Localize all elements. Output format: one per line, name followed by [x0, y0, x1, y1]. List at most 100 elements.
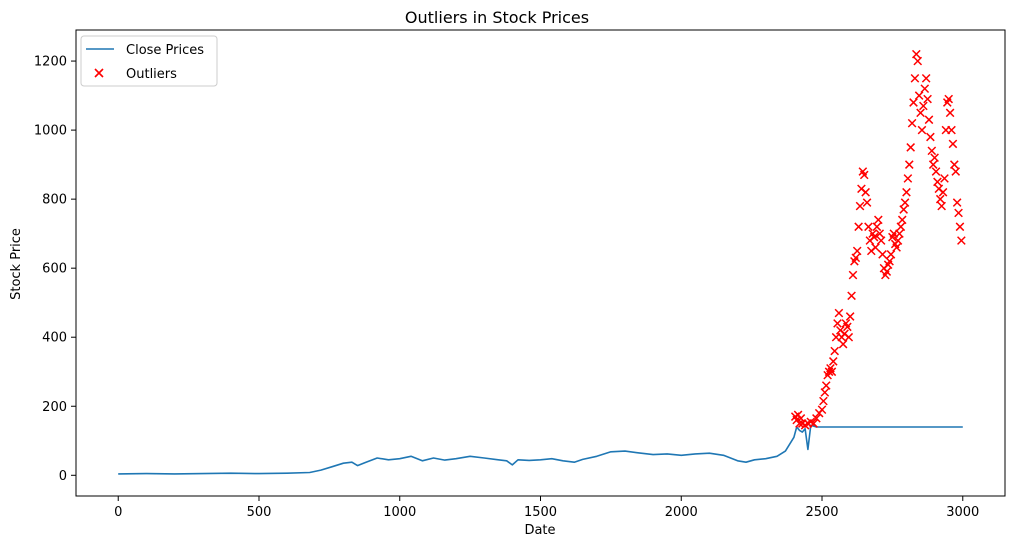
y-tick-label: 400 [42, 331, 67, 346]
outlier-point [869, 232, 879, 242]
outlier-point [859, 170, 869, 180]
y-tick-label: 600 [42, 262, 67, 277]
outlier-point [952, 198, 962, 207]
outlier-point [949, 160, 959, 169]
outlier-point [844, 332, 854, 342]
outlier-point [821, 381, 831, 390]
outlier-point [900, 198, 910, 207]
outlier-point [871, 243, 880, 252]
outlier-point [927, 146, 937, 156]
y-tick-label: 200 [42, 400, 67, 415]
outlier-point [903, 174, 913, 183]
outlier-point [819, 396, 828, 406]
outlier-point [902, 187, 911, 197]
outlier-point [910, 73, 920, 83]
outlier-point [954, 208, 963, 218]
outlier-point [933, 177, 942, 187]
outlier-point [847, 291, 856, 301]
outlier-point [851, 253, 861, 263]
outlier-point [893, 236, 903, 245]
chart-title: Outliers in Stock Prices [405, 8, 589, 27]
outlier-point [885, 256, 894, 266]
legend-marker-swatch [94, 68, 104, 78]
outlier-point [920, 84, 930, 94]
outlier-point [854, 222, 863, 232]
outlier-point [921, 73, 931, 83]
outlier-point [906, 143, 916, 152]
outlier-point [878, 250, 887, 259]
outlier-point [848, 270, 858, 280]
axes-frame [75, 29, 1006, 497]
y-tick-label: 1200 [34, 55, 67, 70]
x-tick-label: 3000 [946, 505, 979, 520]
outlier-point [892, 243, 901, 252]
outlier-point [834, 308, 844, 318]
outlier-point [909, 98, 918, 107]
outlier-point [904, 160, 914, 169]
outlier-point [886, 250, 896, 259]
outlier-point [955, 222, 965, 232]
outlier-point [897, 215, 907, 225]
series-outliers [790, 49, 966, 430]
x-axis: 0 500 1000 1500 2000 2500 3000 [114, 496, 979, 520]
x-tick-label: 2500 [805, 505, 838, 520]
outlier-point [845, 312, 855, 321]
outlier-point [917, 125, 927, 135]
outlier-point [895, 229, 904, 238]
outlier-point [911, 49, 921, 59]
outlier-point [928, 160, 938, 169]
outlier-point [896, 222, 906, 232]
outlier-point [852, 246, 862, 256]
outlier-point [872, 222, 882, 232]
outlier-point [861, 187, 870, 197]
legend-label-outliers: Outliers [126, 67, 177, 82]
outlier-point [937, 201, 946, 211]
outlier-point [931, 167, 941, 176]
outlier-point [945, 108, 955, 118]
outlier-point [833, 319, 842, 328]
outlier-point [899, 205, 908, 214]
outlier-point [882, 267, 892, 276]
legend-label-close-prices: Close Prices [126, 43, 204, 58]
outlier-point [820, 388, 830, 397]
outlier-point [876, 236, 886, 245]
outlier-point [947, 125, 956, 135]
x-axis-label: Date [524, 523, 555, 538]
x-tick-label: 2000 [665, 505, 698, 520]
outlier-point [843, 322, 852, 332]
outlier-point [875, 229, 885, 238]
outlier-point [935, 194, 945, 204]
plot-area [75, 29, 1006, 497]
outlier-point [795, 419, 804, 428]
x-tick-label: 500 [247, 505, 272, 520]
outlier-point [862, 198, 872, 207]
outlier-point [914, 91, 924, 100]
y-tick-label: 800 [42, 193, 67, 208]
outlier-point [957, 236, 966, 245]
outlier-point [930, 153, 939, 163]
outlier-point [940, 174, 949, 183]
series-line-close-prices [118, 424, 963, 475]
outlier-point [948, 139, 958, 149]
y-tick-label: 1000 [34, 124, 67, 139]
outlier-point [838, 339, 848, 349]
outlier-point [830, 346, 840, 356]
x-tick-label: 1000 [383, 505, 416, 520]
outlier-point [913, 56, 923, 66]
outlier-point [924, 115, 934, 125]
y-axis-label: Stock Price [9, 228, 24, 300]
outlier-point [926, 132, 935, 142]
outlier-point [916, 108, 925, 118]
y-tick-label: 0 [59, 469, 67, 484]
outlier-point [864, 222, 873, 232]
outlier-point [873, 215, 883, 225]
outlier-point [907, 118, 917, 128]
outlier-point [809, 419, 818, 428]
x-tick-label: 0 [114, 505, 122, 520]
outlier-point [951, 167, 961, 176]
x-tick-label: 1500 [524, 505, 557, 520]
outlier-point [938, 187, 948, 197]
outlier-point [812, 414, 821, 423]
outlier-point [923, 94, 932, 104]
